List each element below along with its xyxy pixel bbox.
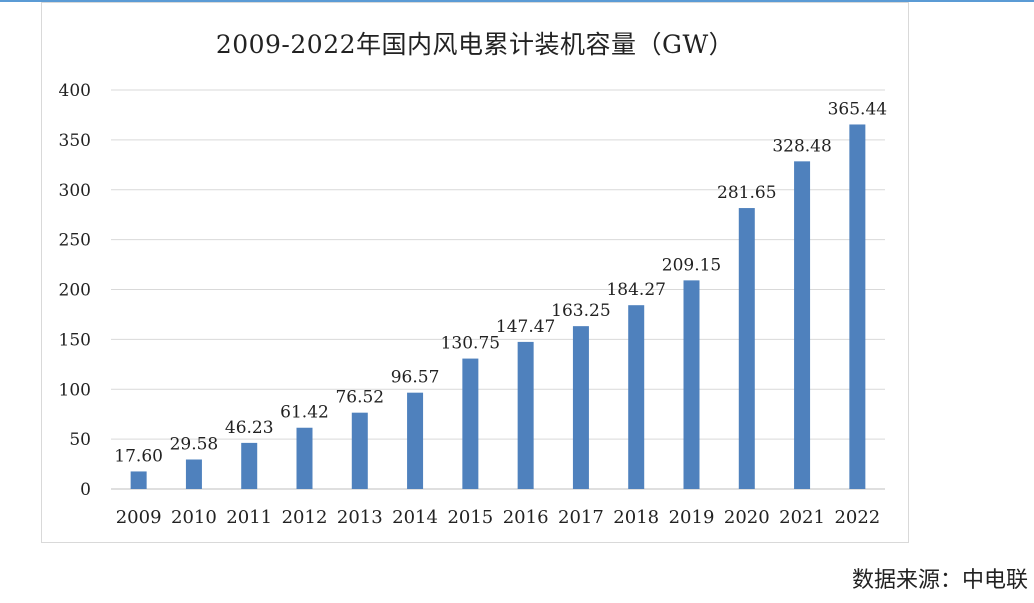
y-tick-label: 50 <box>69 430 91 450</box>
x-tick-label: 2014 <box>392 507 438 528</box>
data-label: 365.44 <box>828 99 887 119</box>
data-label: 29.58 <box>170 434 219 454</box>
data-label: 76.52 <box>335 388 384 408</box>
x-tick-label: 2011 <box>226 507 272 528</box>
y-tick-label: 0 <box>80 480 91 500</box>
data-label: 46.23 <box>225 418 274 438</box>
bar-2010 <box>185 459 202 489</box>
data-label: 209.15 <box>662 255 721 275</box>
x-tick-label: 2022 <box>834 507 880 528</box>
x-tick-label: 2018 <box>613 507 659 528</box>
y-tick-label: 150 <box>59 330 91 350</box>
bar-2011 <box>241 442 258 489</box>
x-tick-label: 2009 <box>116 507 162 528</box>
y-tick-label: 200 <box>59 281 91 301</box>
bar-2009 <box>130 471 147 489</box>
data-label: 281.65 <box>717 183 776 203</box>
x-tick-label: 2010 <box>171 507 217 528</box>
data-label: 17.60 <box>114 446 163 466</box>
data-label: 130.75 <box>441 334 500 354</box>
x-tick-label: 2013 <box>337 507 383 528</box>
bar-2012 <box>296 427 313 489</box>
bar-2021 <box>794 161 811 490</box>
x-tick-label: 2016 <box>503 507 549 528</box>
data-label: 328.48 <box>772 136 831 156</box>
chart-title: 2009-2022年国内风电累计装机容量（GW） <box>215 30 735 59</box>
y-tick-label: 250 <box>59 231 91 251</box>
bar-2017 <box>572 326 589 489</box>
data-label: 61.42 <box>280 403 329 423</box>
x-tick-label: 2020 <box>724 507 770 528</box>
bar-2020 <box>738 208 755 489</box>
y-tick-label: 350 <box>59 131 91 151</box>
bar-2014 <box>407 392 424 489</box>
x-tick-label: 2017 <box>558 507 604 528</box>
chart-frame: 2009-2022年国内风电累计装机容量（GW） 0 50 100 150 200 250… <box>41 2 909 543</box>
x-tick-label: 2019 <box>669 507 715 528</box>
bar-chart: 0 50 100 150 200 250 300 350 400 17.60 2009 29.58 20… <box>59 81 888 528</box>
y-tick-label: 300 <box>59 181 91 201</box>
bar-2018 <box>628 305 645 489</box>
top-rule <box>0 0 1034 2</box>
data-label: 96.57 <box>391 368 440 388</box>
bar-2022 <box>849 124 866 489</box>
y-tick-label: 400 <box>59 81 91 101</box>
x-tick-label: 2015 <box>447 507 493 528</box>
y-tick-label: 100 <box>59 380 91 400</box>
data-label: 163.25 <box>551 301 610 321</box>
bar-2015 <box>462 358 479 489</box>
data-label: 147.47 <box>496 317 555 337</box>
x-tick-label: 2012 <box>282 507 328 528</box>
data-source-note: 数据来源：中电联 <box>851 568 1028 593</box>
bar-2019 <box>683 280 700 489</box>
bar-2013 <box>351 412 368 489</box>
x-tick-label: 2021 <box>779 507 825 528</box>
bar-2016 <box>517 341 534 489</box>
data-label: 184.27 <box>606 280 665 300</box>
